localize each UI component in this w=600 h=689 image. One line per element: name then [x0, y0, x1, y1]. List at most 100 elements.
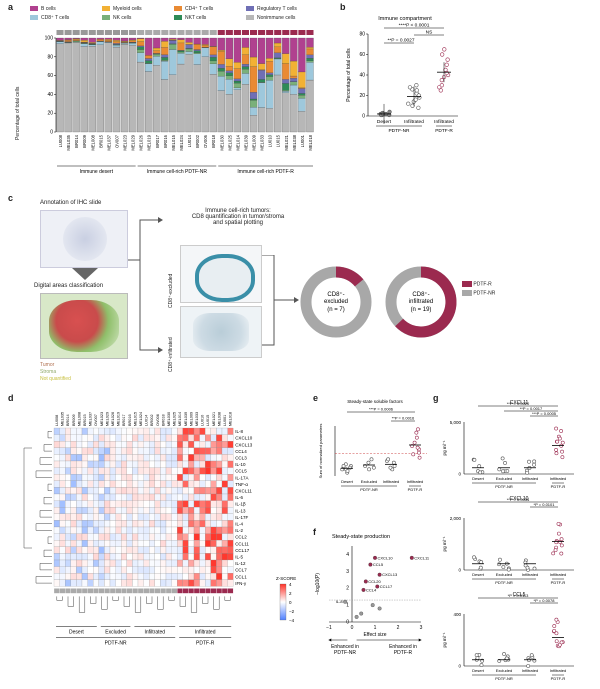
heatmap-group-cell [199, 588, 206, 594]
heatmap-cell [121, 520, 127, 528]
panel-a-sample-label: MEL038 [292, 134, 297, 150]
panel-a-bar-segment [209, 60, 217, 64]
panel-g-point [527, 459, 531, 464]
heatmap-cell [104, 546, 111, 554]
heatmap-cell [165, 540, 172, 547]
heatmap-cell [165, 566, 172, 574]
heatmap-cell [165, 533, 172, 541]
heatmap-cell [171, 467, 178, 475]
heatmap-cell [65, 441, 71, 448]
heatmap-cell [160, 460, 167, 468]
heatmap-col-dendrogram [101, 596, 108, 610]
heatmap-cell [59, 427, 66, 435]
heatmap-cell [216, 427, 223, 435]
panel-a-sample-label: MEL023 [123, 134, 128, 150]
panel-b-point [445, 57, 450, 62]
heatmap-cell [81, 493, 88, 501]
heatmap-cell [76, 540, 83, 547]
panel-a-bar-segment [290, 37, 298, 62]
heatmap-cell [132, 474, 139, 481]
panel-g-category: Infiltrated [550, 668, 566, 673]
heatmap-cell [137, 526, 144, 534]
heatmap-sample-label: BR009 [72, 414, 76, 426]
heatmap-cell [132, 434, 139, 442]
panel-e-point [388, 465, 393, 470]
heatmap-cell [149, 454, 155, 462]
heatmap-cell [65, 427, 71, 435]
panel-a-group-indicator [129, 30, 137, 35]
heatmap-cell [98, 487, 105, 495]
heatmap-cell [126, 454, 133, 462]
heatmap-cell [165, 507, 172, 514]
heatmap-cell [109, 526, 116, 534]
heatmap-cell [154, 487, 161, 495]
heatmap-cell [154, 480, 161, 488]
heatmap-cell [193, 474, 200, 481]
panel-a-bar-segment [161, 59, 169, 62]
heatmap-cell [216, 553, 223, 561]
panel-g-ylabel: pg ml⁻¹ [442, 536, 447, 551]
heatmap-cell [193, 520, 200, 528]
infiltrated-side-label: CD8⁺-infiltrated [168, 337, 174, 372]
heatmap-cell [65, 579, 71, 587]
heatmap-cell [216, 487, 223, 495]
panel-g-point [532, 462, 536, 467]
panel-g-point [479, 560, 484, 564]
heatmap-cell [115, 507, 122, 514]
panel-g-point [556, 521, 561, 526]
heatmap-cell [182, 553, 189, 561]
panel-a-group-indicator [137, 30, 145, 35]
panel-a-bar-segment [298, 71, 306, 88]
heatmap-cell [177, 559, 183, 567]
heatmap-cell [216, 513, 223, 521]
heatmap-cell [221, 579, 228, 587]
heatmap-cell [126, 434, 133, 442]
panel-a-bar-segment [145, 63, 153, 72]
panel-a-sample-label: LU015 [276, 134, 281, 147]
heatmap-cell [98, 559, 105, 567]
heatmap-cell [221, 447, 228, 455]
panel-a-bar-segment [56, 43, 64, 133]
heatmap-cell [165, 553, 172, 561]
panel-f-point-label: CCL5 [373, 562, 384, 567]
panel-b-category: Infiltrated [404, 119, 424, 125]
heatmap-cell [171, 441, 178, 448]
heatmap-cell [149, 553, 155, 561]
heatmap-cell [199, 480, 206, 488]
heatmap-cell [221, 513, 228, 521]
heatmap-cell [149, 559, 155, 567]
heatmap-row-dendrogram [39, 563, 52, 571]
heatmap-cell [165, 474, 172, 481]
heatmap-cell [93, 447, 99, 455]
panel-a-bar-segment [120, 43, 129, 45]
panel-a-bar-segment [137, 38, 145, 42]
heatmap-cell [227, 559, 234, 567]
panel-a-bar-segment [298, 93, 306, 96]
heatmap-cell [149, 460, 155, 468]
panel-a-legend: B cells Myeloid cells CD4⁺ T cells Regulato… [30, 6, 320, 30]
heatmap-cell [132, 441, 139, 448]
heatmap-cell [59, 573, 66, 580]
heatmap-cell [137, 434, 144, 442]
panel-g-title: CCL5 [513, 592, 526, 598]
legend-nr-text: PDTF-NR [473, 290, 496, 297]
panel-b-point [414, 83, 419, 88]
heatmap-cell [137, 513, 144, 521]
heatmap-cell [205, 441, 211, 448]
heatmap-group-cell [182, 588, 189, 594]
heatmap-cell [216, 441, 223, 448]
heatmap-cell [87, 533, 94, 541]
heatmap-cell [177, 566, 183, 574]
panel-a-sample-label: BR017 [155, 134, 160, 147]
panel-a-bar-segment [282, 63, 290, 80]
heatmap-cell [109, 467, 116, 475]
heatmap-cell [227, 526, 234, 534]
panel-a-bar-segment [177, 39, 185, 44]
panel-a-bar-segment [209, 37, 217, 47]
heatmap-cell [76, 500, 83, 508]
heatmap-cell [59, 553, 66, 561]
heatmap-sample-label: MEL035 [61, 412, 65, 426]
heatmap-cell [115, 566, 122, 574]
panel-f-ytick-label: 2 [346, 586, 349, 592]
panel-a-bar-segment [177, 53, 185, 65]
